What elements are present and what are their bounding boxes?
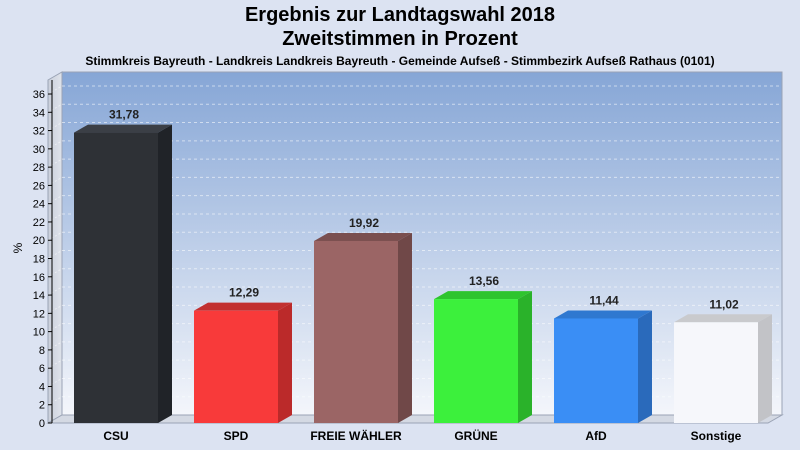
bar-top (74, 124, 172, 133)
y-tick-label: 4 (39, 381, 45, 393)
gridline-wall (47, 140, 63, 150)
bar-front (194, 310, 278, 423)
y-tick-label: 36 (33, 89, 45, 101)
chart-subtitle: Zweitstimmen in Prozent (282, 28, 518, 50)
bar-sonstige: 11,02 (674, 297, 772, 423)
bar-top (434, 291, 532, 300)
y-tick-label: 28 (33, 162, 45, 174)
bar-top (674, 314, 772, 323)
bar-front (674, 322, 758, 423)
x-tick-label: FREIE WÄHLER (310, 428, 402, 443)
gridline-wall (47, 378, 63, 387)
x-tick-label: CSU (103, 429, 128, 443)
data-label: 19,92 (349, 216, 379, 230)
y-tick-label: 18 (33, 254, 45, 266)
y-tick-label: 34 (33, 107, 45, 119)
bar-front (554, 318, 638, 423)
y-tick-label: 32 (33, 126, 45, 138)
bar-csu: 31,78 (74, 108, 172, 424)
y-tick-label: 10 (33, 327, 45, 339)
bar-side (638, 310, 652, 423)
bar-side (518, 291, 532, 423)
gridlines (47, 85, 782, 406)
bar-afd: 11,44 (554, 293, 652, 423)
y-tick-label: 16 (33, 272, 45, 284)
x-tick-label: GRÜNE (454, 428, 497, 443)
side-wall (47, 71, 63, 424)
bar-front (314, 240, 398, 423)
gridline-wall (47, 341, 63, 351)
y-tick-label: 0 (39, 418, 45, 430)
y-tick-label: 14 (33, 290, 45, 302)
plot-background (61, 71, 783, 416)
gridline-wall (47, 323, 63, 333)
gridline-wall (47, 195, 63, 205)
bar-grüne: 13,56 (434, 274, 532, 423)
y-tick-label: 12 (33, 308, 45, 320)
y-tick-label: 8 (39, 345, 45, 357)
data-label: 11,44 (589, 293, 619, 307)
gridline-wall (47, 122, 63, 131)
y-tick-label: 6 (39, 363, 45, 375)
x-tick-label: Sonstige (691, 429, 742, 443)
bar-side (758, 314, 772, 423)
bar-freie-wähler: 19,92 (314, 216, 412, 423)
bar-front (434, 299, 518, 423)
chart-description: Stimmkreis Bayreuth - Landkreis Landkrei… (85, 54, 715, 68)
bar-side (278, 302, 292, 423)
gridline-wall (47, 286, 63, 296)
gridline-wall (47, 359, 63, 369)
y-tick-label: 20 (33, 235, 45, 247)
gridline-wall (47, 85, 63, 95)
y-tick-label: 30 (33, 144, 45, 156)
bars: 31,78 12,29 19,92 13,56 11,44 11,02 (74, 108, 772, 424)
gridline-wall (47, 304, 63, 314)
bar-top (314, 232, 412, 241)
bar-spd: 12,29 (194, 286, 292, 423)
gridline-wall (47, 396, 63, 406)
y-tick-label: 24 (33, 199, 45, 211)
data-label: 13,56 (469, 274, 499, 288)
x-tick-label: SPD (224, 429, 249, 443)
bar-top (194, 302, 292, 311)
gridline-wall (47, 231, 63, 241)
chart-title: Ergebnis zur Landtagswahl 2018 (244, 4, 556, 26)
y-tick-label: 22 (33, 217, 45, 229)
x-tick-label: AfD (585, 429, 607, 443)
y-tick-label: 2 (39, 400, 45, 412)
bar-side (398, 232, 412, 423)
data-label: 31,78 (109, 108, 139, 122)
gridline-wall (47, 250, 63, 259)
gridline-wall (47, 158, 63, 168)
y-tick-label: 26 (33, 180, 45, 192)
bar-front (74, 132, 158, 424)
gridline-wall (47, 103, 63, 113)
bar-side (158, 124, 172, 424)
data-label: 11,02 (709, 297, 739, 311)
y-axis-label: % (11, 242, 25, 253)
gridline-wall (47, 268, 63, 278)
bar-top (554, 310, 652, 319)
gridline-wall (47, 213, 63, 223)
gridline-wall (47, 176, 63, 186)
x-axis: CSU SPD FREIE WÄHLER GRÜNE AfD Sonstige (103, 428, 741, 443)
data-label: 12,29 (229, 286, 259, 300)
